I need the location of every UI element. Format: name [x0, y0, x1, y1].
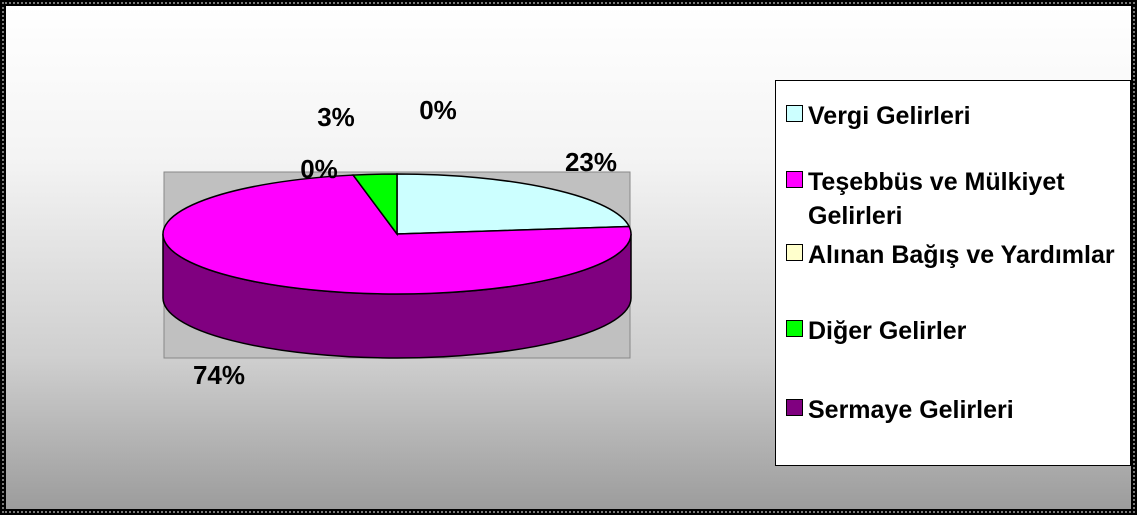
legend-item: Sermaye Gelirleri: [786, 393, 1128, 427]
pie-chart: 23% 74% 0% 3% 0%: [162, 95, 632, 390]
legend-label: Sermaye Gelirleri: [808, 396, 1014, 424]
pie-slice: [351, 173, 398, 237]
data-label: 0%: [419, 95, 457, 125]
legend-label: Diğer Gelirler: [808, 317, 967, 345]
legend-swatch: [786, 320, 803, 337]
legend: Vergi Gelirleri Teşebbüs ve Mülkiyet Gel…: [775, 80, 1131, 466]
legend-swatch: [786, 244, 803, 261]
data-label: 74%: [193, 360, 245, 390]
legend-item: Alınan Bağış ve Yardımlar: [786, 238, 1128, 272]
data-label: 3%: [317, 102, 355, 132]
legend-item: Diğer Gelirler: [786, 314, 1128, 348]
legend-label: Teşebbüs ve Mülkiyet Gelirleri: [808, 168, 1065, 230]
pie-slice: [396, 173, 631, 235]
legend-label: Vergi Gelirleri: [808, 102, 971, 130]
legend-label: Alınan Bağış ve Yardımlar: [808, 241, 1115, 269]
data-label: 0%: [300, 154, 338, 184]
data-label: 23%: [565, 147, 617, 177]
legend-item: Teşebbüs ve Mülkiyet Gelirleri: [786, 165, 1128, 233]
legend-swatch: [786, 171, 803, 188]
legend-item: Vergi Gelirleri: [786, 99, 1128, 133]
legend-swatch: [786, 105, 803, 122]
legend-swatch: [786, 399, 803, 416]
